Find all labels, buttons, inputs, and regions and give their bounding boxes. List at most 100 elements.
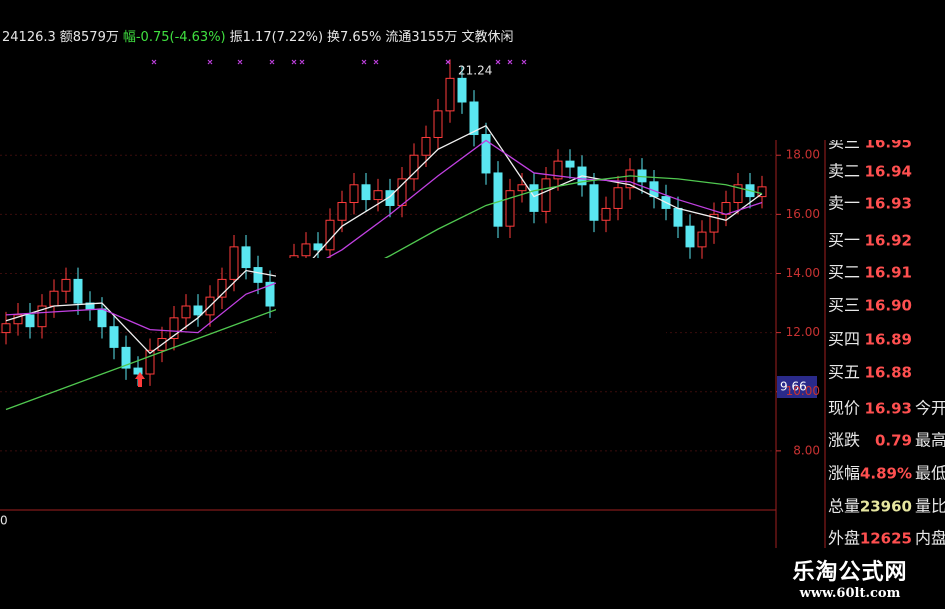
- header-segment: 24126.3: [2, 30, 56, 45]
- panel-label: 卖一: [828, 194, 860, 213]
- panel-label: 现价: [828, 399, 860, 418]
- candle-body: [85, 302, 95, 310]
- candle-body: [505, 190, 515, 227]
- candle-body: [253, 267, 263, 283]
- candle-body: [685, 225, 695, 248]
- candle-body: [181, 305, 191, 319]
- panel-label: 买四: [828, 330, 860, 349]
- signal-markers: [151, 59, 527, 65]
- buy-arrow: [135, 372, 145, 387]
- candle-body: [445, 77, 455, 112]
- ma-layer: [5, 124, 763, 411]
- panel-value: 16.91: [865, 264, 912, 282]
- panel-value: 0.79: [875, 432, 912, 450]
- candle-body: [1, 323, 11, 334]
- candle-body: [553, 160, 563, 180]
- candle-body: [757, 186, 767, 198]
- moving-average-line: [5, 139, 763, 334]
- candle-body: [733, 184, 743, 204]
- watermark: 乐淘公式网 www.60lt.com: [755, 548, 945, 609]
- candle-body: [13, 314, 23, 325]
- candle-body: [25, 314, 35, 328]
- panel-value: 23960: [860, 498, 912, 516]
- candle-body: [529, 184, 539, 212]
- candle-body: [301, 243, 311, 257]
- candle-body: [673, 207, 683, 227]
- y-tick-label: 18.00: [786, 148, 820, 162]
- panel-label: 买一: [828, 231, 860, 250]
- candle-body: [589, 184, 599, 221]
- candle-body: [721, 202, 731, 215]
- candle-body: [133, 367, 143, 375]
- candle-body: [709, 213, 719, 233]
- candle-body: [613, 187, 623, 209]
- y-tick-label: 14.00: [786, 266, 820, 280]
- header-segment: 振1.17(7.22%): [230, 30, 323, 45]
- candle-body: [265, 281, 275, 307]
- candle-body: [421, 136, 431, 156]
- current-price-label: 9.66: [780, 380, 807, 394]
- candle-body: [625, 169, 635, 189]
- panel-value: 4.89%: [860, 465, 912, 483]
- candle-body: [241, 246, 251, 269]
- candle-body: [361, 184, 371, 201]
- panel-label: 涨幅: [828, 464, 860, 483]
- header-segment: 流通3155万: [385, 30, 457, 45]
- candle-body: [49, 290, 59, 307]
- candle-body: [145, 349, 155, 375]
- panel-value: 16.89: [865, 331, 912, 349]
- volume-axis-label: 0: [0, 514, 8, 528]
- candle-body: [109, 326, 119, 348]
- candle-body: [481, 134, 491, 174]
- candle-body: [541, 178, 551, 212]
- header-segment: 文教休闲: [461, 29, 513, 45]
- candle-body: [493, 172, 503, 227]
- panel-extra: 量比: [915, 497, 945, 516]
- header-segment: 换7.65%: [327, 30, 381, 45]
- y-tick-label: 10.00: [786, 384, 820, 398]
- candle-body: [697, 231, 707, 248]
- redaction-top: [535, 0, 945, 140]
- panel-value: 12625: [860, 530, 912, 548]
- panel-value: 16.88: [865, 364, 912, 382]
- panel-value: 16.94: [865, 163, 912, 181]
- candle-body: [409, 154, 419, 180]
- candle-body: [61, 278, 71, 292]
- candle-body: [469, 101, 479, 136]
- moving-average-line: [5, 175, 763, 411]
- panel-label: 买五: [828, 363, 860, 382]
- panel-value: 16.93: [865, 400, 912, 418]
- panel-label: 总量: [828, 497, 860, 516]
- candle-body: [565, 160, 575, 168]
- candle-body: [217, 278, 227, 298]
- candle-body: [313, 243, 323, 251]
- candle-body: [169, 317, 179, 340]
- panel-label: 买二: [828, 263, 860, 282]
- panel-label: 外盘: [828, 529, 860, 548]
- candle-body: [193, 305, 203, 316]
- panel-label: 卖二: [828, 162, 860, 181]
- panel-label: 买三: [828, 296, 860, 315]
- header-line: 24126.3 额8579万 幅-0.75(-4.63%) 振1.17(7.22%) 换…: [2, 29, 513, 45]
- y-tick-label: 12.00: [786, 325, 820, 339]
- candle-body: [385, 190, 395, 206]
- candle-body: [97, 308, 107, 328]
- candle-body: [433, 110, 443, 138]
- candle-body: [457, 77, 467, 103]
- panel-extra: 内盘: [915, 529, 945, 548]
- panel-label: 涨跌: [828, 431, 860, 450]
- watermark-title: 乐淘公式网: [792, 560, 908, 585]
- panel-extra: 今开: [915, 399, 945, 418]
- candle-body: [325, 219, 335, 251]
- candle-body: [373, 190, 383, 201]
- y-tick-label: 16.00: [786, 207, 820, 221]
- header-segment: 额8579万: [60, 30, 119, 45]
- panel-value: 16.93: [865, 195, 912, 213]
- panel-extra: 最低: [915, 464, 945, 483]
- panel-extra: 最高: [915, 431, 945, 450]
- candle-body: [517, 184, 527, 192]
- candle-body: [601, 207, 611, 221]
- candle-body: [73, 278, 83, 304]
